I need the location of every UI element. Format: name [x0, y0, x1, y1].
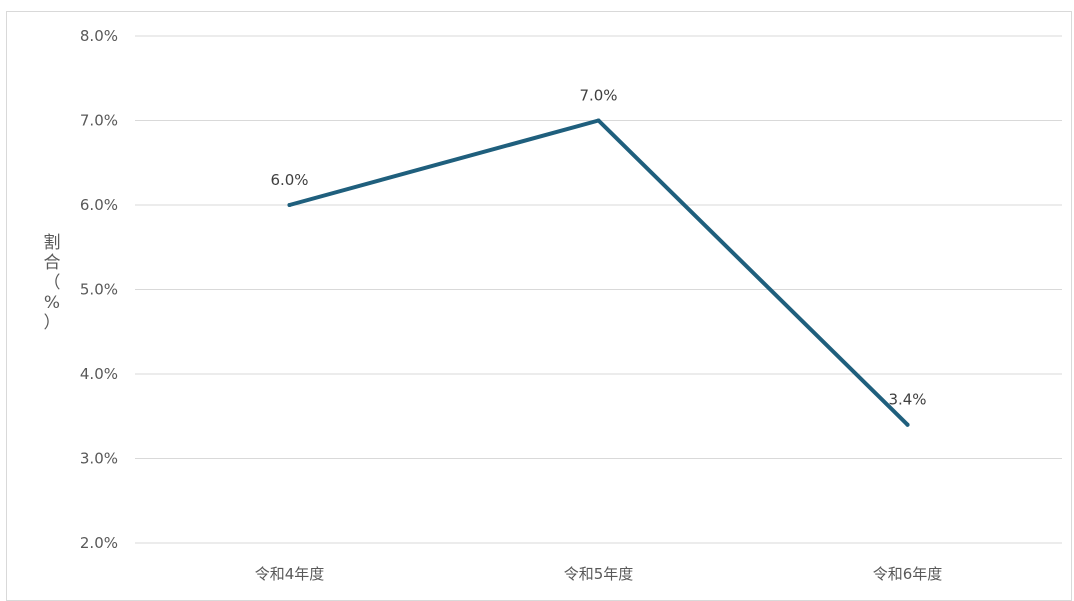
data-point: [905, 422, 910, 427]
y-tick-label: 8.0%: [80, 27, 118, 45]
y-tick-label: 3.0%: [80, 450, 118, 468]
y-tick-label: 4.0%: [80, 365, 118, 383]
data-label: 6.0%: [270, 171, 308, 189]
x-tick-label: 令和4年度: [255, 565, 325, 583]
y-tick-label: 5.0%: [80, 281, 118, 299]
data-labels: 6.0% 7.0% 3.4%: [270, 87, 926, 409]
y-tick-label: 6.0%: [80, 196, 118, 214]
y-axis-title: 割合（%）: [44, 233, 61, 333]
x-tick-label: 令和5年度: [564, 565, 634, 583]
data-point: [596, 118, 601, 123]
series-line: [287, 118, 910, 427]
data-label: 7.0%: [579, 87, 617, 105]
y-axis-tick-labels: 2.0% 3.0% 4.0% 5.0% 6.0% 7.0% 8.0%: [80, 27, 118, 552]
chart-frame: [6, 11, 1072, 601]
x-axis-tick-labels: 令和4年度 令和5年度 令和6年度: [255, 565, 943, 583]
gridlines: [135, 35, 1062, 544]
y-tick-label: 2.0%: [80, 534, 118, 552]
series-group: [287, 118, 910, 427]
x-tick-label: 令和6年度: [873, 565, 943, 583]
data-point: [287, 203, 292, 207]
data-label: 3.4%: [888, 391, 926, 409]
y-tick-label: 7.0%: [80, 112, 118, 130]
